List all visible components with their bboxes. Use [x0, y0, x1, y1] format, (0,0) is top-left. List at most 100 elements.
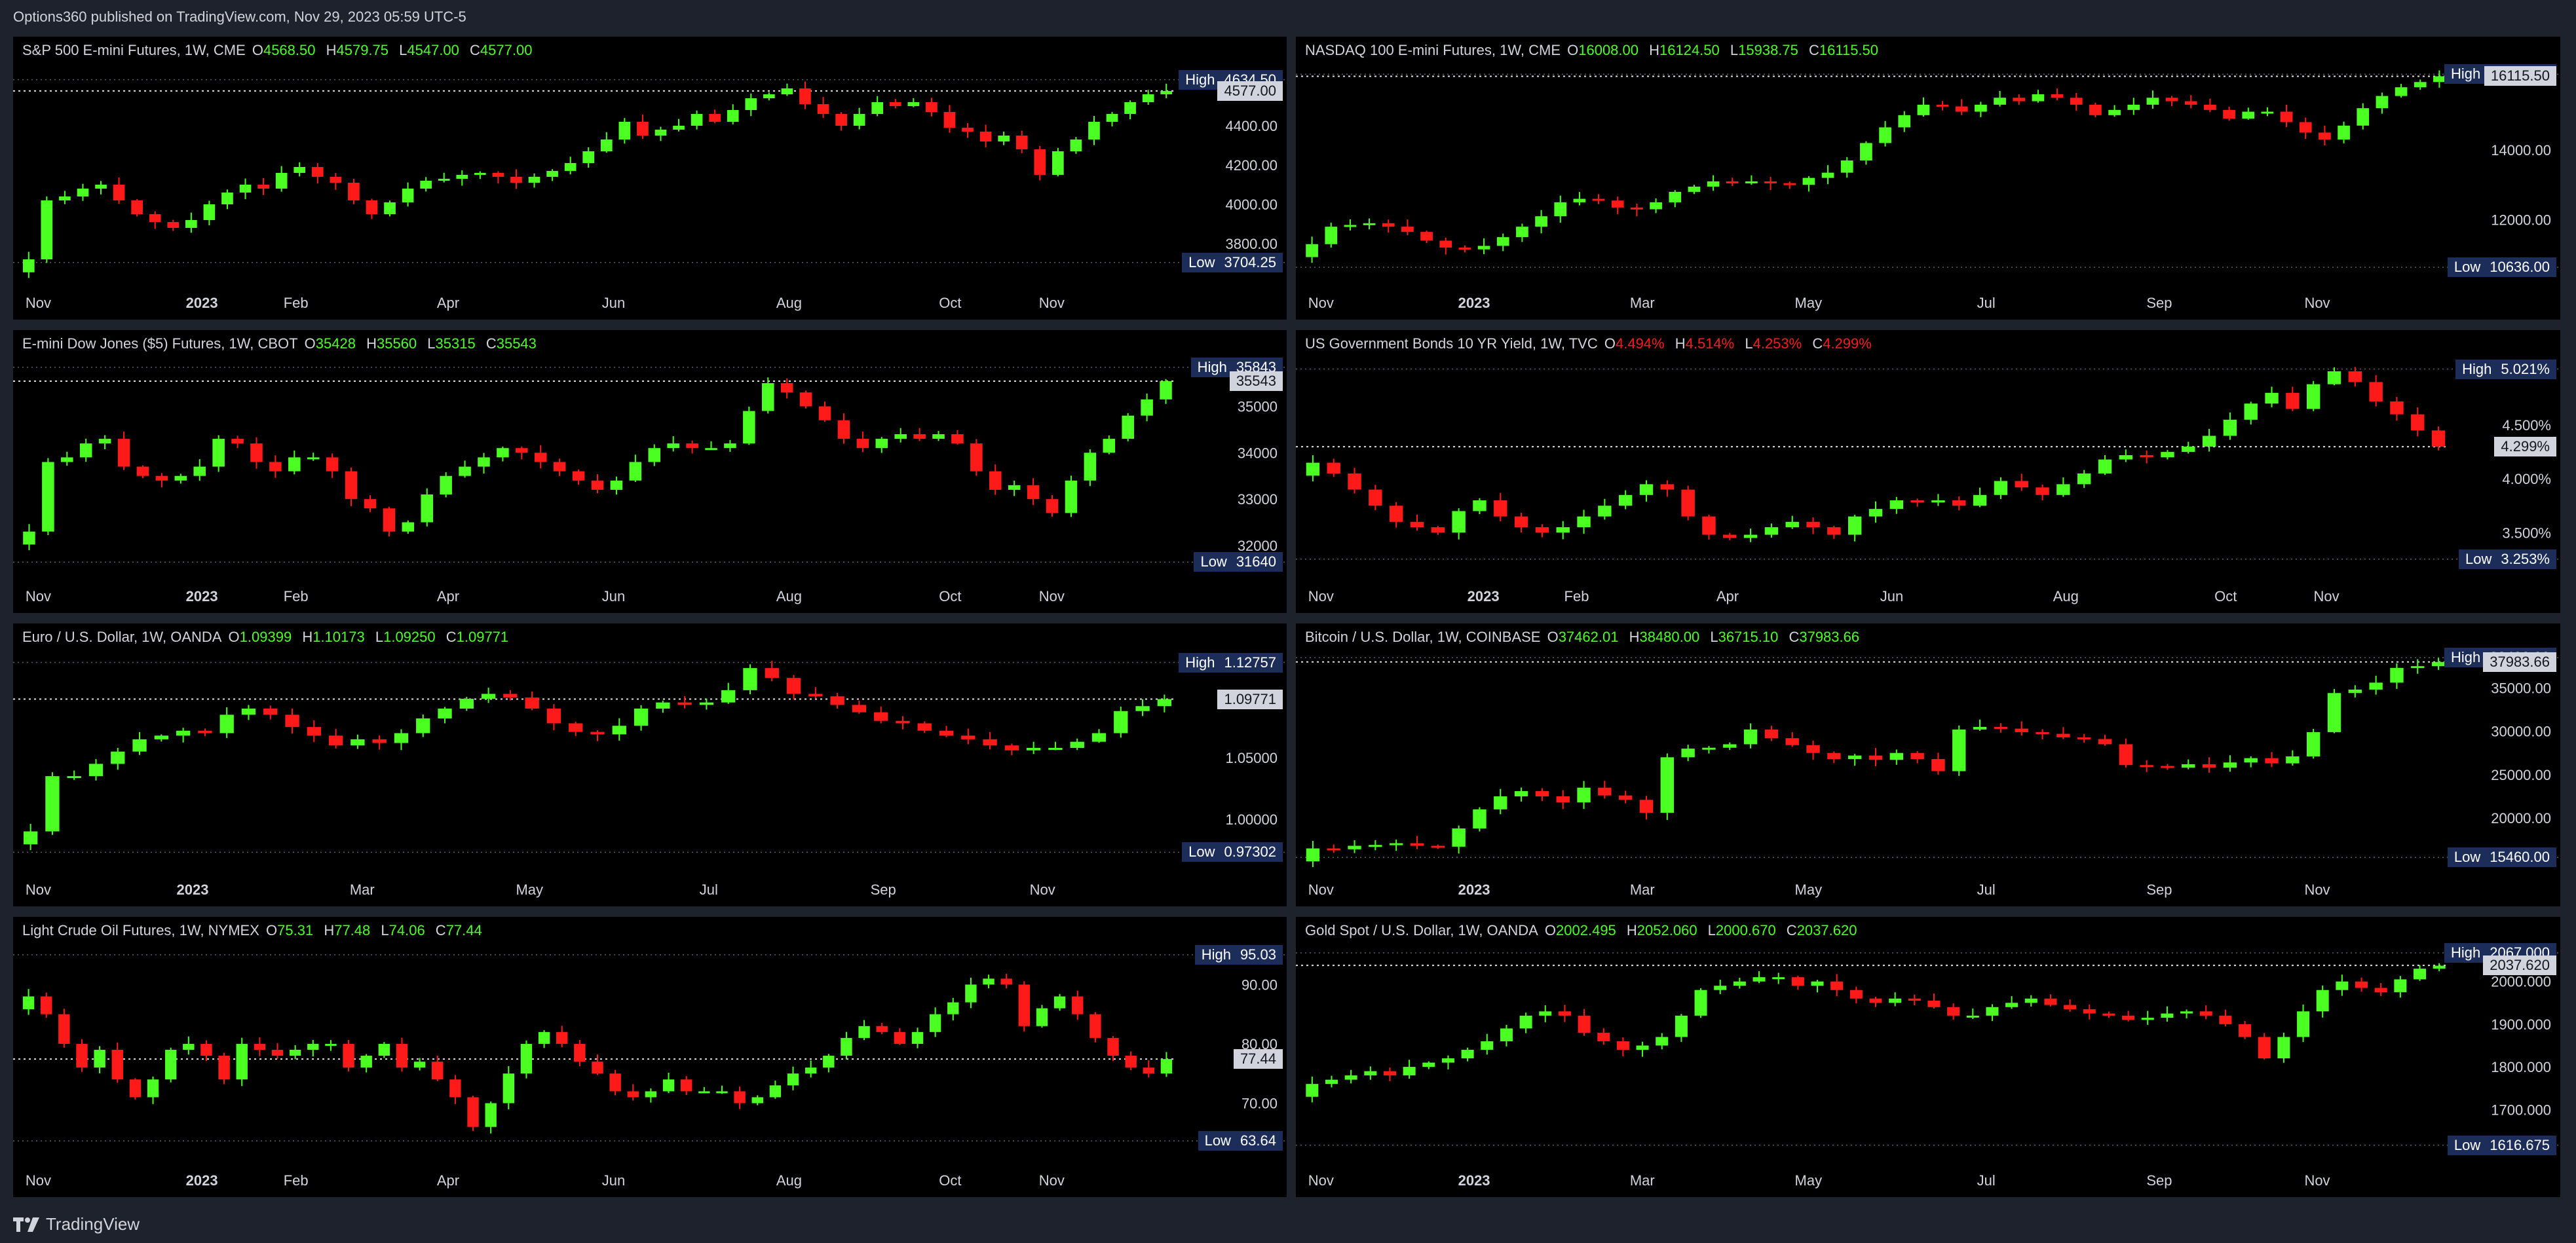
candle-body [2277, 1037, 2290, 1059]
chart-panel-1[interactable]: 3800.00 4000.00 4200.00 4400.00 Nov 2023 Feb Ap… [13, 37, 1287, 320]
low-tag-label: Low [2465, 550, 2492, 567]
candle-body [1348, 473, 1361, 490]
candle-body [2348, 689, 2362, 694]
ohlc-key: C [431, 922, 446, 938]
x-tick-label: Mar [1630, 881, 1655, 898]
low-tag-value: 15460.00 [2490, 849, 2550, 866]
symbol-title[interactable]: Gold Spot / U.S. Dollar, 1W, OANDA O2002… [1305, 922, 1863, 939]
x-tick-label: Nov [1308, 295, 1334, 311]
chart-panel-3[interactable]: 32000 33000 34000 35000 Nov 2023 Feb Apr Jun Aug O… [13, 330, 1287, 613]
candle-body [294, 167, 306, 173]
candle-body [438, 709, 452, 718]
chart-panel-8[interactable]: 1700.000 1800.000 1900.000 2000.000 Nov 2023 M… [1296, 917, 2560, 1197]
symbol-title[interactable]: Euro / U.S. Dollar, 1W, OANDA O1.09399 H… [22, 629, 515, 646]
x-tick-label: Jul [1977, 881, 1996, 898]
x-tick-label: Nov [1039, 295, 1065, 311]
candle-body [1927, 1001, 1941, 1007]
x-tick-label: 2023 [1458, 1172, 1490, 1189]
candlestick-chart[interactable]: 20000.00 25000.00 30000.00 35000.00 Nov 2023 M… [1296, 623, 2560, 906]
candle-body [41, 996, 52, 1014]
chart-panel-7[interactable]: 70.00 80.00 90.00 Nov 2023 Feb Apr Jun Aug Oct Nov… [13, 917, 1287, 1197]
candle-body [765, 668, 779, 678]
ohlc-key: C [1785, 629, 1800, 645]
candle-body [350, 739, 365, 746]
candle-body [917, 723, 932, 731]
candlestick-chart[interactable]: 3800.00 4000.00 4200.00 4400.00 Nov 2023 Feb Ap… [13, 37, 1287, 320]
chart-panel-2[interactable]: 12000.00 14000.00 Nov 2023 Mar May Jul Sep Nov NA… [1296, 37, 2560, 320]
x-tick-label: Oct [939, 588, 961, 604]
symbol-title[interactable]: NASDAQ 100 E-mini Futures, 1W, CME O1600… [1305, 42, 1885, 59]
low-tag: Low 63.64 [1198, 1131, 1283, 1151]
candle-body [236, 1043, 248, 1080]
candle-body [413, 1062, 426, 1068]
y-tick-label: 30000.00 [2491, 724, 2551, 740]
symbol-name: Light Crude Oil Futures, 1W, NYMEX [22, 922, 259, 938]
candle-body [1122, 415, 1134, 439]
candle-body [289, 1050, 301, 1056]
symbol-title[interactable]: Light Crude Oil Futures, 1W, NYMEX O75.3… [22, 922, 489, 939]
ohlc-key: L [1703, 922, 1716, 938]
candle-body [1441, 1058, 1454, 1063]
candlestick-chart[interactable]: 1.00000 1.05000 Nov 2023 Mar May Jul Sep Nov [13, 623, 1287, 906]
candlestick-chart[interactable]: 3.500% 4.000% 4.500% Nov 2023 Feb Apr Jun Aug Oct… [1296, 330, 2560, 613]
candle-body [1473, 809, 1487, 829]
candle-body [497, 448, 509, 458]
ohlc-key: L [1741, 335, 1753, 352]
x-tick-label: Nov [1039, 1172, 1065, 1189]
candlestick-chart[interactable]: 1700.000 1800.000 1900.000 2000.000 Nov 2023 M… [1296, 917, 2560, 1197]
tradingview-logo[interactable]: TradingView [13, 1214, 140, 1234]
y-tick-label: 20000.00 [2491, 810, 2551, 826]
candle-body [2180, 1011, 2193, 1014]
candle-body [2411, 414, 2425, 431]
candle-body [1598, 506, 1612, 517]
candle-body [609, 1073, 621, 1092]
symbol-title[interactable]: S&P 500 E-mini Futures, 1W, CME O4568.50… [22, 42, 539, 59]
candle-body [546, 709, 561, 724]
candle-body [285, 714, 299, 728]
x-tick-label: Nov [26, 881, 51, 898]
candle-body [183, 1043, 195, 1050]
candle-body [2327, 371, 2341, 384]
candle-body [1952, 500, 1966, 506]
candle-body [1383, 1071, 1396, 1076]
x-tick-label: Mar [350, 881, 375, 898]
x-tick-label: Nov [1039, 588, 1065, 604]
candle-body [1160, 90, 1173, 94]
candle-body [553, 462, 566, 472]
symbol-title[interactable]: E-mini Dow Jones ($5) Futures, 1W, CBOT … [22, 335, 543, 352]
candle-body [164, 1050, 177, 1080]
candle-body [1072, 996, 1084, 1014]
chart-panel-4[interactable]: 3.500% 4.000% 4.500% Nov 2023 Feb Apr Jun Aug Oct… [1296, 330, 2560, 613]
y-tick-label: 3.500% [2502, 525, 2551, 541]
symbol-title[interactable]: US Government Bonds 10 YR Yield, 1W, TVC… [1305, 335, 1878, 352]
candle-body [269, 462, 282, 472]
chart-panel-5[interactable]: 1.00000 1.05000 Nov 2023 Mar May Jul Sep Nov Euro… [13, 623, 1287, 906]
candle-body [734, 1091, 746, 1104]
candle-body [474, 173, 486, 175]
ohlc-values: O1.09399 H1.10173 L1.09250 C1.09771 [224, 629, 515, 645]
symbol-title[interactable]: Bitcoin / U.S. Dollar, 1W, COINBASE O374… [1305, 629, 1866, 646]
candle-body [516, 448, 528, 453]
candle-body [155, 475, 168, 481]
y-tick-label: 25000.00 [2491, 767, 2551, 783]
candlestick-chart[interactable]: 32000 33000 34000 35000 Nov 2023 Feb Apr Jun Aug O… [13, 330, 1287, 613]
candle-body [911, 1031, 924, 1044]
candle-body [2242, 111, 2255, 119]
candlestick-chart[interactable]: 12000.00 14000.00 Nov 2023 Mar May Jul Sep Nov [1296, 37, 2560, 320]
y-tick-label: 2000.000 [2491, 974, 2551, 990]
candle-body [1577, 516, 1591, 528]
candle-body [449, 1079, 461, 1098]
x-tick-label: Sep [2146, 295, 2172, 311]
candle-body [835, 114, 847, 126]
candle-body [1707, 181, 1720, 187]
candle-body [786, 678, 801, 694]
candle-body [2140, 765, 2153, 768]
candle-body [1494, 500, 1507, 517]
ohlc-key: C [1782, 922, 1797, 938]
ohlc-value-l: 2000.670 [1715, 922, 1776, 938]
low-tag: Low 3.253% [2459, 549, 2556, 569]
chart-panel-6[interactable]: 20000.00 25000.00 30000.00 35000.00 Nov 2023 M… [1296, 623, 2560, 906]
candle-body [23, 831, 38, 845]
y-tick-label: 4.500% [2502, 417, 2551, 434]
